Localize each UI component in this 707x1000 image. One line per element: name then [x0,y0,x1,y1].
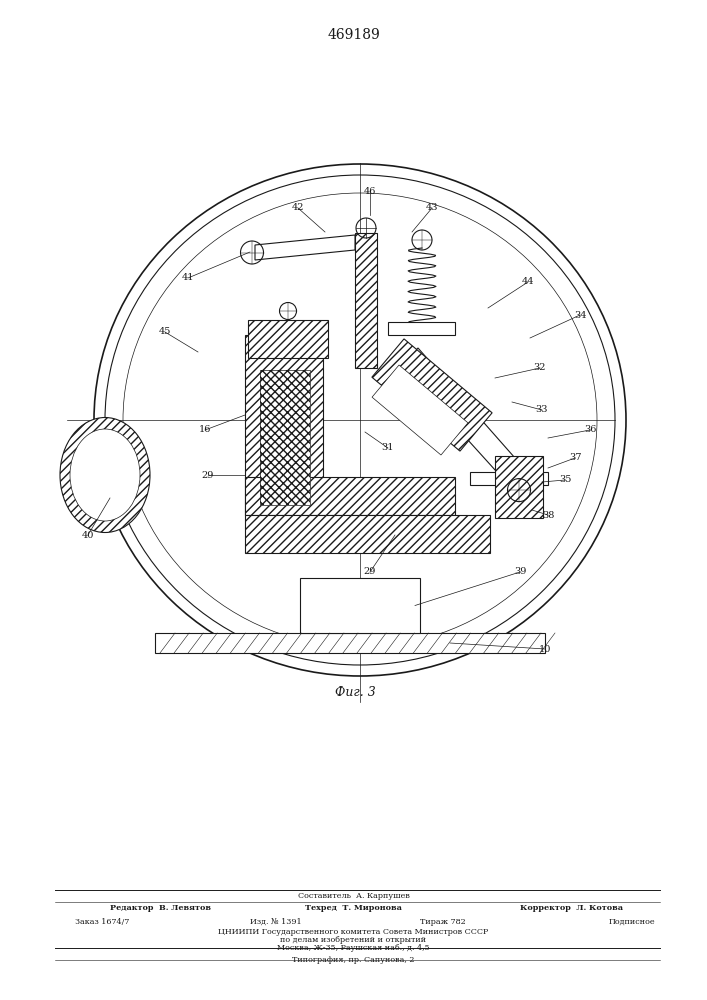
Text: 43: 43 [426,204,438,213]
Text: Редактор  В. Левятов: Редактор В. Левятов [110,904,211,912]
Polygon shape [255,235,355,260]
Bar [245,335,323,515]
Text: Москва, Ж-35, Раушская наб., д. 4,5: Москва, Ж-35, Раушская наб., д. 4,5 [277,944,430,952]
Text: Корректор  Л. Котова: Корректор Л. Котова [520,904,623,912]
Text: Составитель  А. Карпушев: Составитель А. Карпушев [298,892,409,900]
Text: 29: 29 [364,568,376,576]
Text: 16: 16 [199,426,211,434]
Bar [245,515,490,553]
Bar [245,477,455,515]
Text: 42: 42 [292,204,304,213]
Text: 29: 29 [201,471,214,480]
Text: 46: 46 [364,188,376,196]
Text: Фиг. 3: Фиг. 3 [334,686,375,698]
Polygon shape [388,322,455,335]
Polygon shape [372,365,468,455]
Text: 40: 40 [82,530,94,539]
Text: 31: 31 [382,444,395,452]
Ellipse shape [60,418,150,532]
Bar [248,320,328,358]
Polygon shape [470,472,548,485]
Text: 469189: 469189 [327,28,380,42]
Text: 38: 38 [542,511,554,520]
Bar [245,477,455,515]
Bar [260,370,310,505]
Bar [355,233,377,368]
Text: 45: 45 [159,328,171,336]
Text: ЦНИИПИ Государственного комитета Совета Министров СССР: ЦНИИПИ Государственного комитета Совета … [218,928,489,936]
Text: 44: 44 [522,277,534,286]
Text: Изд. № 1391: Изд. № 1391 [250,918,302,926]
Text: 32: 32 [534,363,547,372]
Bar [495,456,543,518]
Text: Техред  Т. Миронова: Техред Т. Миронова [305,904,402,912]
Bar [300,578,420,633]
Ellipse shape [70,429,140,521]
Text: Тираж 782: Тираж 782 [420,918,466,926]
Text: Заказ 1674/7: Заказ 1674/7 [75,918,129,926]
Bar [260,370,310,505]
Bar [355,233,377,368]
Polygon shape [400,348,530,492]
Text: 36: 36 [584,426,596,434]
Text: 33: 33 [536,406,548,414]
Polygon shape [372,339,492,451]
Bar [495,456,543,518]
Text: Подписное: Подписное [609,918,655,926]
Text: 39: 39 [514,568,526,576]
Text: Типография, пр. Сапунова, 2: Типография, пр. Сапунова, 2 [292,956,415,964]
Text: 37: 37 [568,454,581,462]
Text: 41: 41 [182,273,194,282]
Bar [245,515,490,553]
Bar [248,320,328,358]
Text: 10: 10 [539,645,551,654]
Text: по делам изобретений и открытий: по делам изобретений и открытий [281,936,426,944]
Text: 34: 34 [574,310,586,320]
Bar [155,633,545,653]
Text: 35: 35 [559,476,571,485]
Bar [245,335,323,515]
